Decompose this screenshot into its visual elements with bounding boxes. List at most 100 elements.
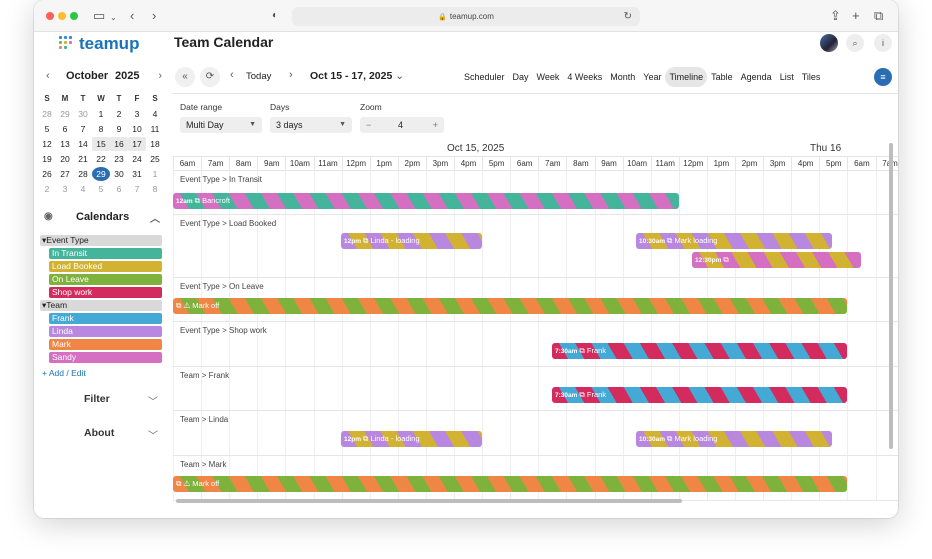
- address-bar[interactable]: 🔒 teamup.com ↻: [292, 7, 640, 26]
- calendar-item[interactable]: Frank: [49, 313, 162, 324]
- mini-calendar-day[interactable]: 16: [110, 137, 128, 151]
- calendar-item[interactable]: In Transit: [49, 248, 162, 259]
- caret-down-icon[interactable]: ▾: [42, 235, 47, 245]
- date-range-picker[interactable]: Oct 15 - 17, 2025 ⌄: [310, 70, 405, 82]
- mini-calendar-day[interactable]: 2: [44, 184, 50, 194]
- mini-calendar-year[interactable]: 2025: [115, 70, 140, 82]
- event-bar[interactable]: 12:30pm ⧉: [692, 252, 861, 268]
- share-icon[interactable]: ⇪: [830, 8, 841, 23]
- mini-calendar-day[interactable]: 20: [60, 154, 70, 164]
- view-tab-agenda[interactable]: Agenda: [740, 72, 772, 82]
- view-tab-4-weeks[interactable]: 4 Weeks: [567, 72, 603, 82]
- zoom-stepper[interactable]: − 4 +: [360, 117, 444, 133]
- mini-calendar-day[interactable]: 7: [80, 124, 86, 134]
- event-bar[interactable]: ⧉ ⚠ Mark off: [173, 298, 847, 314]
- add-edit-link[interactable]: + Add / Edit: [42, 368, 86, 378]
- shield-icon[interactable]: ◐: [272, 10, 279, 21]
- mini-calendar-day[interactable]: 1: [98, 109, 104, 119]
- sidebar-toggle-icon[interactable]: ▭: [93, 8, 106, 23]
- prev-month-icon[interactable]: ‹: [46, 70, 50, 82]
- menu-icon[interactable]: ≡: [874, 68, 892, 86]
- view-tab-day[interactable]: Day: [512, 72, 529, 82]
- maximize-window-button[interactable]: [70, 12, 78, 20]
- mini-calendar-day[interactable]: 30: [78, 109, 88, 119]
- event-bar[interactable]: 12pm ⧉ Linda - loading: [341, 233, 482, 249]
- minimize-window-button[interactable]: [58, 12, 66, 20]
- calendar-item[interactable]: Load Booked: [49, 261, 162, 272]
- mini-calendar-day[interactable]: 21: [78, 154, 88, 164]
- horizontal-scrollbar[interactable]: [176, 499, 682, 503]
- mini-calendar-day[interactable]: 27: [60, 169, 70, 179]
- mini-calendar-day[interactable]: 31: [132, 169, 142, 179]
- mini-calendar-day[interactable]: 3: [134, 109, 140, 119]
- mini-calendar-month[interactable]: October: [66, 70, 109, 82]
- info-icon[interactable]: i: [874, 34, 892, 52]
- mini-calendar-day[interactable]: 10: [132, 124, 142, 134]
- view-tab-tiles[interactable]: Tiles: [801, 72, 821, 82]
- view-tab-week[interactable]: Week: [536, 72, 560, 82]
- mini-calendar-day[interactable]: 29: [92, 167, 110, 181]
- view-tab-year[interactable]: Year: [643, 72, 662, 82]
- chevron-down-icon[interactable]: ⌄: [110, 13, 117, 22]
- mini-calendar-day[interactable]: 11: [150, 124, 160, 134]
- mini-calendar-day[interactable]: 15: [92, 137, 110, 151]
- mini-calendar-day[interactable]: 28: [42, 109, 52, 119]
- prev-range-icon[interactable]: ‹: [230, 69, 234, 81]
- calendar-item[interactable]: Shop work: [49, 287, 162, 298]
- view-tab-timeline[interactable]: Timeline: [665, 67, 708, 87]
- back-icon[interactable]: ‹: [130, 8, 135, 23]
- days-select[interactable]: 3 days ▼: [270, 117, 352, 133]
- mini-calendar-day[interactable]: 30: [114, 169, 124, 179]
- calendar-item[interactable]: Mark: [49, 339, 162, 350]
- mini-calendar-day[interactable]: 26: [42, 169, 52, 179]
- view-tab-month[interactable]: Month: [610, 72, 636, 82]
- collapse-sidebar-icon[interactable]: «: [175, 67, 195, 87]
- close-window-button[interactable]: [46, 12, 54, 20]
- tabs-overview-icon[interactable]: ⧉: [874, 8, 884, 23]
- mini-calendar-day[interactable]: 23: [114, 154, 124, 164]
- mini-calendar-day[interactable]: 4: [152, 109, 158, 119]
- event-bar[interactable]: 10:30am ⧉ Mark loading: [636, 233, 832, 249]
- zoom-in-button[interactable]: +: [432, 120, 438, 130]
- mini-calendar-day[interactable]: 13: [60, 139, 70, 149]
- view-tab-list[interactable]: List: [779, 72, 794, 82]
- mini-calendar-day[interactable]: 8: [152, 184, 158, 194]
- calendar-group[interactable]: ▾Team: [40, 300, 162, 311]
- forward-icon[interactable]: ›: [152, 8, 157, 23]
- search-icon[interactable]: ⌕: [846, 34, 864, 52]
- mini-calendar-day[interactable]: 9: [116, 124, 122, 134]
- new-tab-icon[interactable]: +: [852, 8, 860, 23]
- mini-calendar-day[interactable]: 3: [62, 184, 68, 194]
- app-logo[interactable]: teamup: [79, 34, 140, 53]
- mini-calendar-day[interactable]: 29: [60, 109, 70, 119]
- mini-calendar-day[interactable]: 12: [42, 139, 52, 149]
- vertical-scrollbar[interactable]: [889, 143, 893, 449]
- reload-icon[interactable]: ↻: [623, 11, 632, 22]
- calendar-item[interactable]: Sandy: [49, 352, 162, 363]
- chevron-up-icon[interactable]: ︿: [150, 214, 160, 225]
- mini-calendar-day[interactable]: 22: [96, 154, 106, 164]
- mini-calendar-day[interactable]: 14: [78, 139, 88, 149]
- event-bar[interactable]: ⧉ ⚠ Mark off: [173, 476, 847, 492]
- event-bar[interactable]: 12am ⧉ Bancroft: [173, 193, 679, 209]
- eye-icon[interactable]: ◉: [44, 211, 53, 222]
- event-bar[interactable]: 10:30am ⧉ Mark loading: [636, 431, 832, 447]
- event-bar[interactable]: 12pm ⧉ Linda - loading: [341, 431, 482, 447]
- view-tab-table[interactable]: Table: [711, 72, 733, 82]
- mini-calendar-day[interactable]: 28: [78, 169, 88, 179]
- view-tab-scheduler[interactable]: Scheduler: [464, 72, 505, 82]
- mini-calendar-day[interactable]: 5: [44, 124, 50, 134]
- calendar-item[interactable]: On Leave: [49, 274, 162, 285]
- mini-calendar-day[interactable]: 1: [152, 169, 158, 179]
- zoom-out-button[interactable]: −: [366, 120, 372, 130]
- mini-calendar-day[interactable]: 18: [150, 139, 160, 149]
- calendar-group[interactable]: ▾Event Type: [40, 235, 162, 246]
- mini-calendar-day[interactable]: 17: [128, 137, 146, 151]
- mini-calendar-day[interactable]: 2: [116, 109, 122, 119]
- mini-calendar-day[interactable]: 24: [132, 154, 142, 164]
- event-bar[interactable]: 7:30am ⧉ Frank: [552, 343, 847, 359]
- mini-calendar-day[interactable]: 8: [98, 124, 104, 134]
- mini-calendar-day[interactable]: 25: [150, 154, 160, 164]
- mini-calendar-day[interactable]: 4: [80, 184, 86, 194]
- next-range-icon[interactable]: ›: [289, 69, 293, 81]
